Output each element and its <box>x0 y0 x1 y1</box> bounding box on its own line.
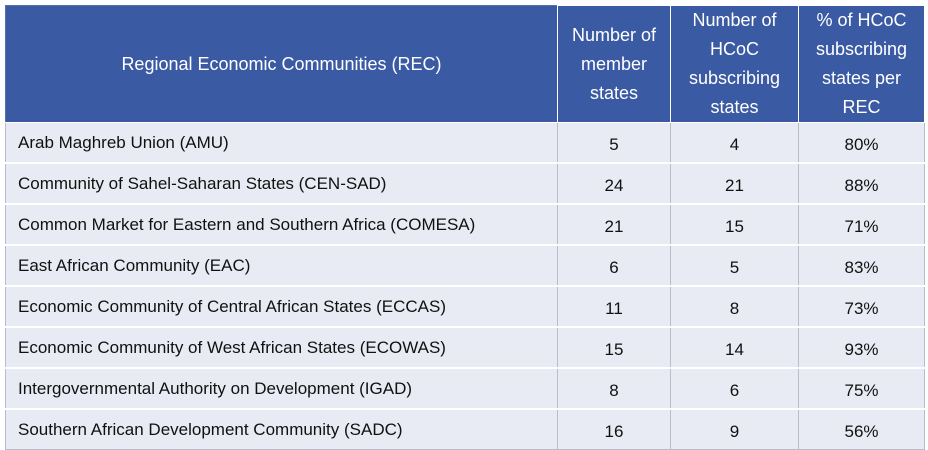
subscribing-states-count: 15 <box>670 203 799 246</box>
subscribing-states-count: 6 <box>670 367 799 410</box>
subscribing-percent: 73% <box>798 285 925 328</box>
subscribing-percent: 56% <box>798 408 925 450</box>
header-row: Regional Economic Communities (REC) Numb… <box>5 5 925 123</box>
table-body: Arab Maghreb Union (AMU) 5 4 80% Communi… <box>5 122 925 450</box>
table-row: Economic Community of Central African St… <box>5 285 925 328</box>
subscribing-states-count: 21 <box>670 162 799 205</box>
subscribing-percent: 71% <box>798 203 925 246</box>
rec-name: Arab Maghreb Union (AMU) <box>5 122 558 164</box>
subscribing-percent: 75% <box>798 367 925 410</box>
subscribing-percent: 83% <box>798 244 925 287</box>
rec-name: Intergovernmental Authority on Developme… <box>5 367 558 410</box>
member-states-count: 5 <box>557 122 671 164</box>
rec-table-container: Regional Economic Communities (REC) Numb… <box>5 5 925 450</box>
subscribing-states-count: 14 <box>670 326 799 369</box>
member-states-count: 21 <box>557 203 671 246</box>
table-row: Economic Community of West African State… <box>5 326 925 369</box>
table-row: East African Community (EAC) 6 5 83% <box>5 244 925 287</box>
table-row: Common Market for Eastern and Southern A… <box>5 203 925 246</box>
rec-name: Community of Sahel-Saharan States (CEN-S… <box>5 162 558 205</box>
subscribing-percent: 93% <box>798 326 925 369</box>
subscribing-percent: 88% <box>798 162 925 205</box>
member-states-count: 8 <box>557 367 671 410</box>
rec-subscription-table: Regional Economic Communities (REC) Numb… <box>5 5 925 450</box>
table-row: Intergovernmental Authority on Developme… <box>5 367 925 410</box>
header-subscribing-states: Number of HCoC subscribing states <box>670 5 799 123</box>
subscribing-states-count: 8 <box>670 285 799 328</box>
rec-name: Common Market for Eastern and Southern A… <box>5 203 558 246</box>
table-row: Community of Sahel-Saharan States (CEN-S… <box>5 162 925 205</box>
table-row: Southern African Development Community (… <box>5 408 925 450</box>
subscribing-states-count: 9 <box>670 408 799 450</box>
rec-name: Southern African Development Community (… <box>5 408 558 450</box>
header-member-states: Number of member states <box>557 5 671 123</box>
rec-name: Economic Community of Central African St… <box>5 285 558 328</box>
rec-name: East African Community (EAC) <box>5 244 558 287</box>
rec-name: Economic Community of West African State… <box>5 326 558 369</box>
subscribing-percent: 80% <box>798 122 925 164</box>
table-header: Regional Economic Communities (REC) Numb… <box>5 5 925 123</box>
subscribing-states-count: 5 <box>670 244 799 287</box>
member-states-count: 24 <box>557 162 671 205</box>
header-percent-subscribing: % of HCoC subscribing states per REC <box>798 5 925 123</box>
member-states-count: 16 <box>557 408 671 450</box>
table-row: Arab Maghreb Union (AMU) 5 4 80% <box>5 122 925 164</box>
member-states-count: 11 <box>557 285 671 328</box>
header-rec: Regional Economic Communities (REC) <box>5 5 558 123</box>
member-states-count: 6 <box>557 244 671 287</box>
member-states-count: 15 <box>557 326 671 369</box>
subscribing-states-count: 4 <box>670 122 799 164</box>
